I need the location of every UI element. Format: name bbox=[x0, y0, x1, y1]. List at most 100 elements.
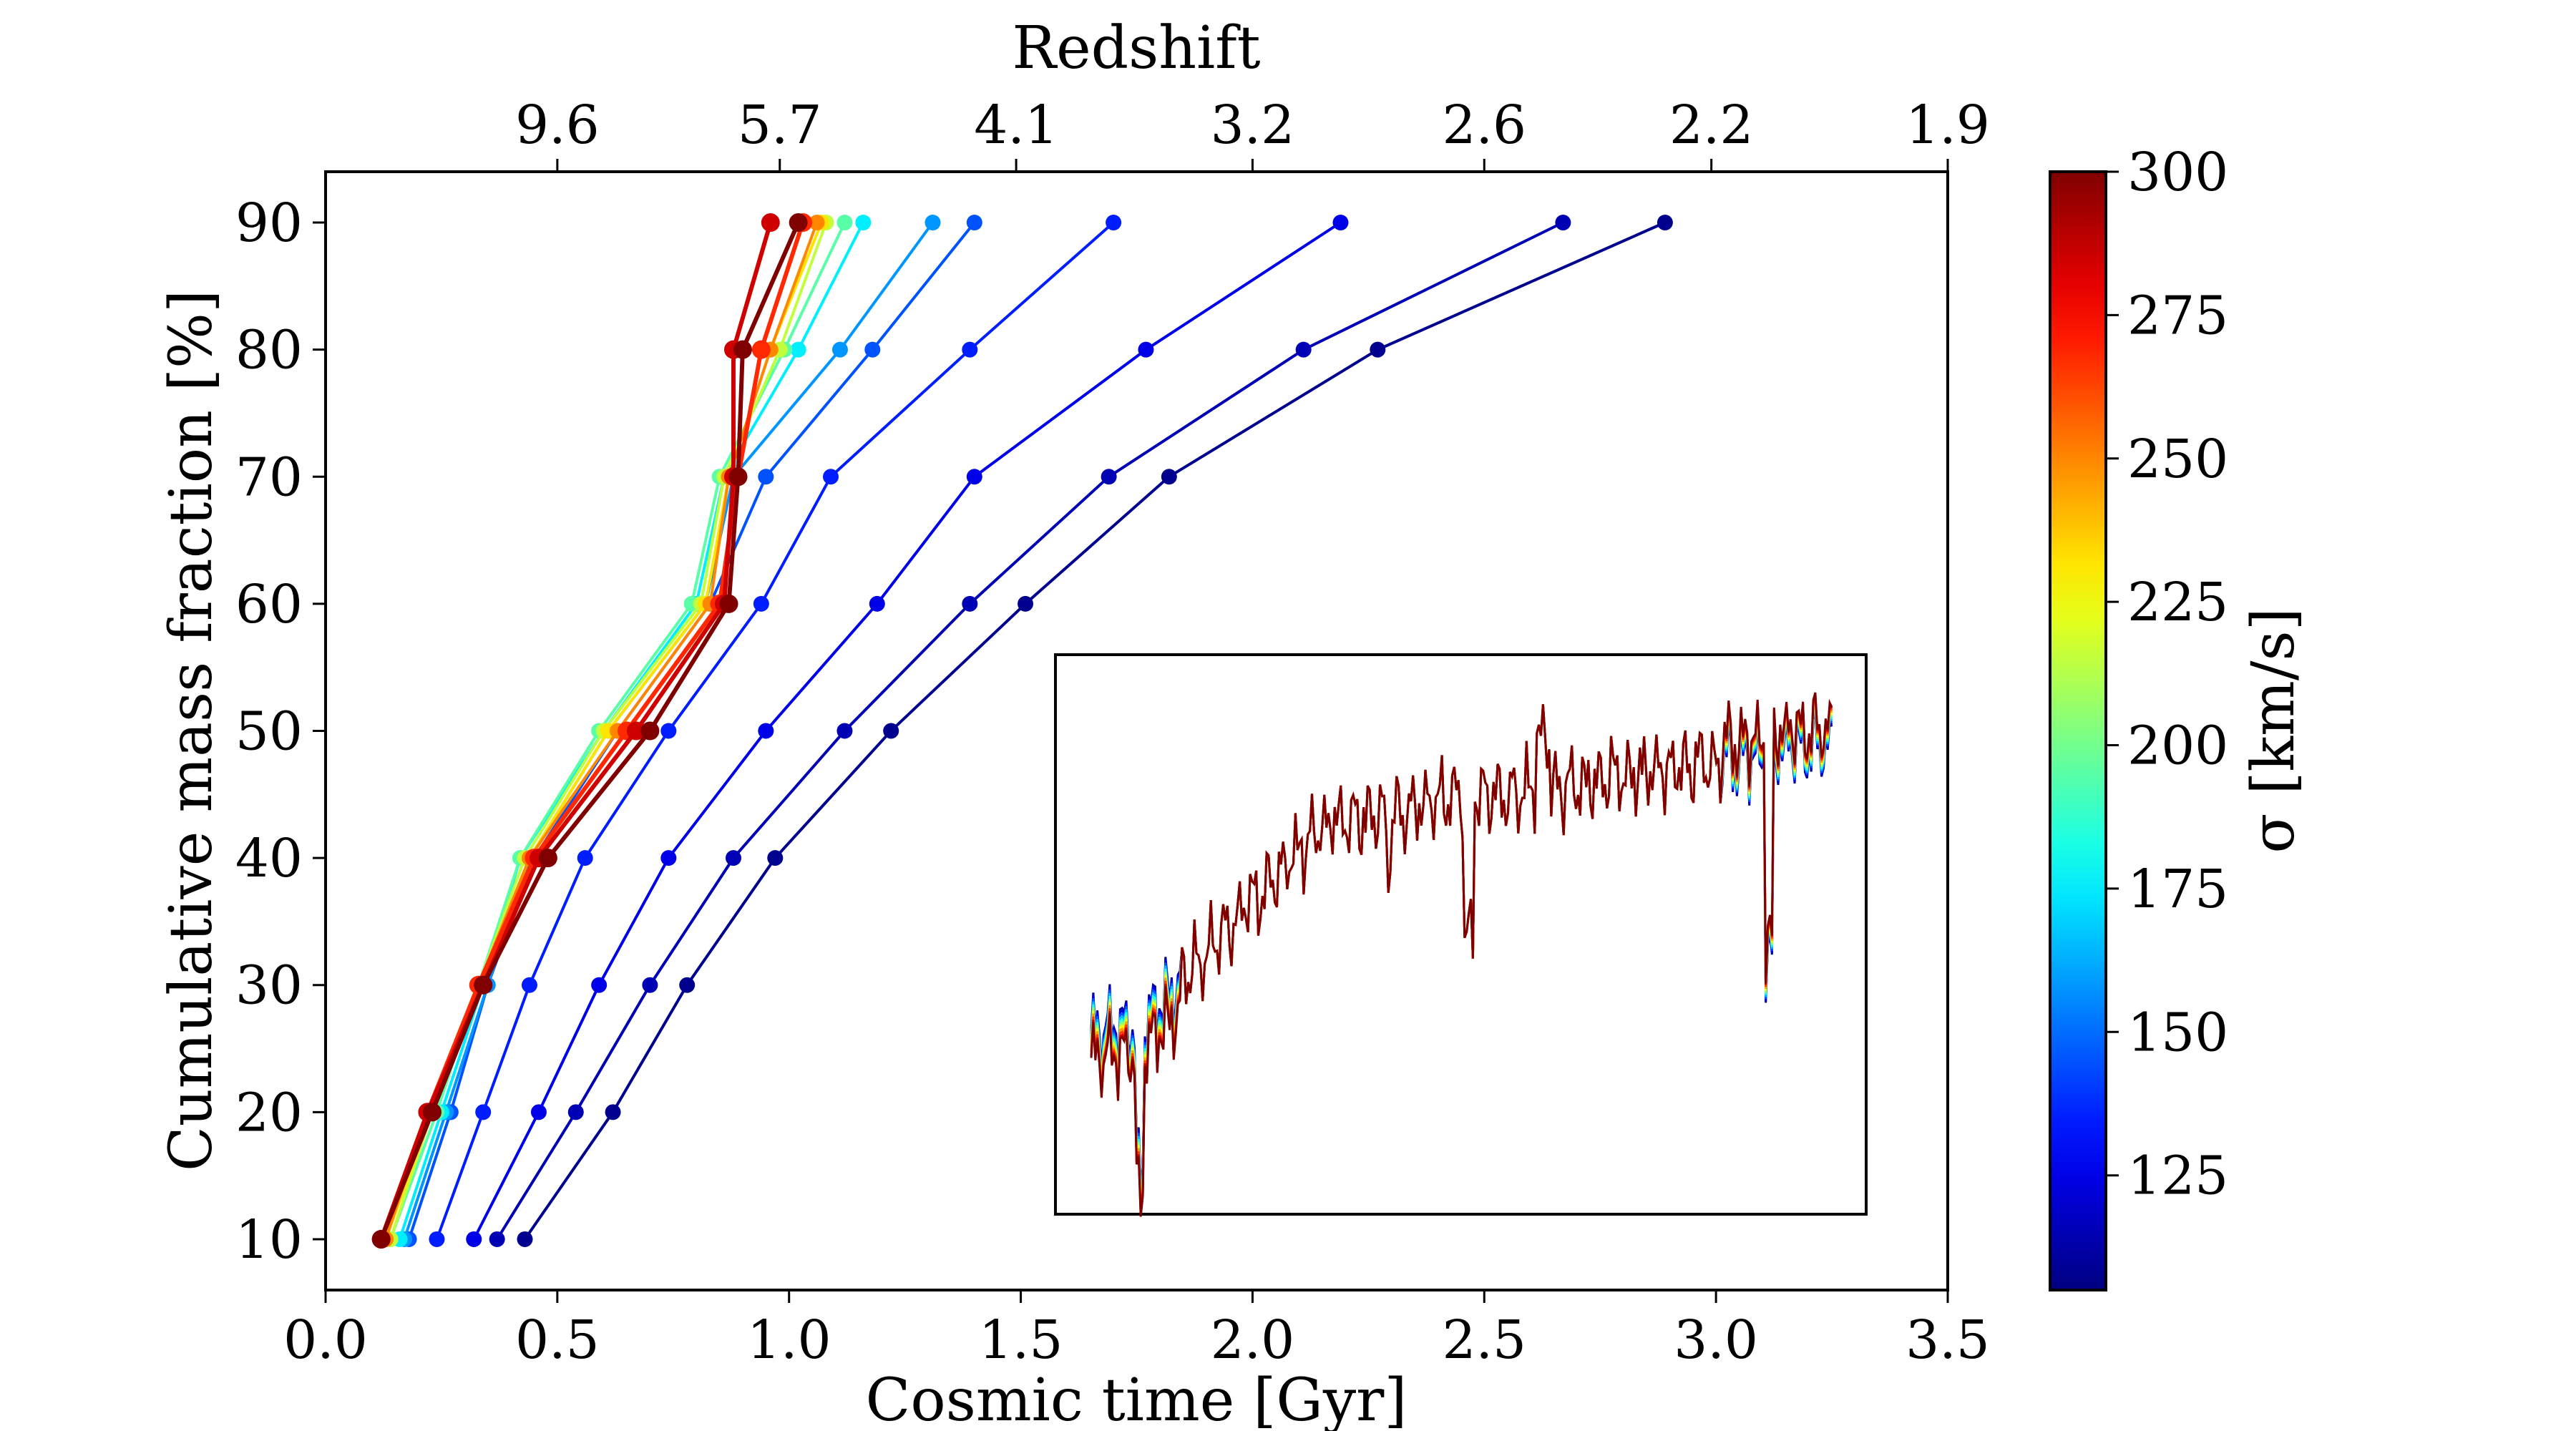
top-tick-label: 5.7 bbox=[738, 94, 822, 156]
series-line-12 bbox=[379, 222, 773, 1241]
data-point bbox=[640, 721, 660, 741]
top-tick-label: 2.6 bbox=[1442, 94, 1526, 156]
y-tick-label: 70 bbox=[235, 446, 303, 508]
colorbar-tick-label: 200 bbox=[2127, 716, 2228, 777]
data-point bbox=[823, 469, 839, 485]
data-point bbox=[924, 215, 941, 231]
data-point bbox=[567, 1104, 584, 1120]
data-point bbox=[809, 215, 825, 231]
data-point bbox=[429, 1231, 445, 1247]
data-point bbox=[758, 723, 774, 739]
data-point bbox=[728, 467, 748, 487]
x-tick-label: 1.5 bbox=[979, 1309, 1063, 1371]
colorbar-label: σ [km/s] bbox=[2240, 607, 2308, 853]
x-tick-label: 3.0 bbox=[1674, 1309, 1758, 1371]
data-point bbox=[767, 850, 784, 866]
data-point bbox=[660, 850, 677, 866]
colorbar-tick-label: 125 bbox=[2127, 1146, 2228, 1207]
colorbar-tick-label: 175 bbox=[2127, 859, 2228, 920]
data-point bbox=[761, 213, 780, 233]
data-point bbox=[1555, 215, 1571, 231]
data-point bbox=[475, 1104, 492, 1120]
top-tick-label: 9.6 bbox=[515, 94, 600, 156]
data-point bbox=[719, 594, 738, 613]
x-tick-label: 1.0 bbox=[747, 1309, 831, 1371]
data-point bbox=[733, 340, 752, 359]
series-group bbox=[371, 213, 1673, 1249]
data-point bbox=[831, 341, 848, 358]
x-tick-label: 2.0 bbox=[1211, 1309, 1295, 1371]
data-point bbox=[1332, 215, 1349, 231]
data-point bbox=[855, 215, 872, 231]
data-point bbox=[883, 723, 899, 739]
y-axis-ticks: 10 20 30 40 50 60 70 80 90 bbox=[235, 192, 326, 1271]
inset-spectrum-10 bbox=[1090, 692, 1833, 1217]
y-tick-label: 40 bbox=[235, 828, 303, 889]
data-point bbox=[660, 723, 677, 739]
data-point bbox=[422, 1103, 441, 1122]
colorbar-tick-label: 225 bbox=[2127, 572, 2228, 633]
data-point bbox=[605, 1104, 621, 1120]
top-tick-label: 2.2 bbox=[1669, 94, 1754, 156]
x-tick-label: 0.0 bbox=[283, 1309, 368, 1371]
data-point bbox=[679, 977, 696, 993]
x-axis-ticks: 0.0 0.5 1.0 1.5 2.0 2.5 3.0 3.5 bbox=[283, 1290, 1990, 1371]
top-tick-label: 1.9 bbox=[1906, 94, 1990, 156]
data-point bbox=[1106, 215, 1122, 231]
data-point bbox=[758, 469, 774, 485]
data-point bbox=[962, 341, 978, 358]
data-point bbox=[1370, 341, 1386, 358]
y-axis-label: Cumulative mass fraction [%] bbox=[157, 290, 225, 1171]
data-point bbox=[725, 850, 741, 866]
data-point bbox=[790, 341, 806, 358]
top-axis-label: Redshift bbox=[1012, 14, 1260, 82]
data-point bbox=[371, 1229, 391, 1249]
data-point bbox=[521, 977, 537, 993]
y-tick-label: 80 bbox=[235, 320, 303, 381]
data-point bbox=[530, 1104, 547, 1120]
colorbar-tick-label: 150 bbox=[2127, 1002, 2228, 1063]
data-point bbox=[1295, 341, 1312, 358]
data-point bbox=[753, 595, 769, 612]
x-tick-label: 3.5 bbox=[1906, 1309, 1990, 1371]
data-point bbox=[591, 977, 608, 993]
data-point bbox=[869, 595, 885, 612]
data-point bbox=[751, 340, 771, 359]
data-point bbox=[517, 1231, 533, 1247]
top-tick-label: 3.2 bbox=[1211, 94, 1295, 156]
data-point bbox=[836, 215, 853, 231]
series-line-3 bbox=[435, 221, 1115, 1240]
data-point bbox=[966, 469, 982, 485]
x-tick-label: 2.5 bbox=[1442, 1309, 1526, 1371]
data-point bbox=[836, 723, 853, 739]
data-point bbox=[1101, 469, 1117, 485]
top-axis-ticks: 9.6 5.7 4.1 3.2 2.6 2.2 1.9 bbox=[515, 94, 1990, 172]
data-point bbox=[489, 1231, 505, 1247]
inset-spectra bbox=[1090, 692, 1833, 1217]
data-point bbox=[577, 850, 593, 866]
colorbar-tick-label: 250 bbox=[2127, 429, 2228, 490]
data-point bbox=[864, 341, 881, 358]
data-point bbox=[966, 215, 982, 231]
colorbar-tick-label: 275 bbox=[2127, 285, 2228, 346]
y-tick-label: 50 bbox=[235, 701, 303, 763]
y-tick-label: 90 bbox=[235, 192, 303, 254]
data-point bbox=[1018, 595, 1034, 612]
data-point bbox=[642, 977, 658, 993]
colorbar bbox=[2049, 170, 2107, 1291]
data-point bbox=[538, 849, 557, 868]
colorbar-tick-label: 300 bbox=[2127, 142, 2228, 203]
data-point bbox=[1138, 341, 1154, 358]
data-point bbox=[466, 1231, 482, 1247]
colorbar-ticks: 125 150 175 200 225 250 275 300 bbox=[2106, 142, 2228, 1207]
y-tick-label: 30 bbox=[235, 955, 303, 1017]
data-point bbox=[474, 975, 493, 995]
data-point bbox=[1657, 215, 1673, 231]
data-point bbox=[962, 595, 978, 612]
data-point bbox=[789, 213, 808, 233]
data-point bbox=[1161, 469, 1177, 485]
y-tick-label: 10 bbox=[235, 1209, 303, 1271]
data-point bbox=[626, 721, 645, 741]
top-tick-label: 4.1 bbox=[974, 94, 1058, 156]
